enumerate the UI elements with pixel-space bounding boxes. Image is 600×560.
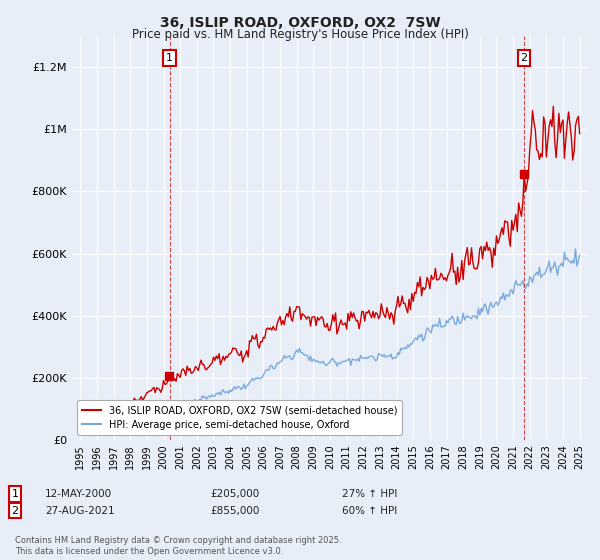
- Text: 60% ↑ HPI: 60% ↑ HPI: [342, 506, 397, 516]
- Text: 2: 2: [11, 506, 19, 516]
- Text: 2: 2: [520, 53, 527, 63]
- Text: 36, ISLIP ROAD, OXFORD, OX2  7SW: 36, ISLIP ROAD, OXFORD, OX2 7SW: [160, 16, 440, 30]
- Text: £855,000: £855,000: [210, 506, 259, 516]
- Text: 1: 1: [11, 489, 19, 499]
- Text: 12-MAY-2000: 12-MAY-2000: [45, 489, 112, 499]
- Text: 27-AUG-2021: 27-AUG-2021: [45, 506, 115, 516]
- Text: 1: 1: [166, 53, 173, 63]
- Text: £205,000: £205,000: [210, 489, 259, 499]
- Text: 27% ↑ HPI: 27% ↑ HPI: [342, 489, 397, 499]
- Text: Contains HM Land Registry data © Crown copyright and database right 2025.
This d: Contains HM Land Registry data © Crown c…: [15, 536, 341, 556]
- Text: Price paid vs. HM Land Registry's House Price Index (HPI): Price paid vs. HM Land Registry's House …: [131, 28, 469, 41]
- Legend: 36, ISLIP ROAD, OXFORD, OX2 7SW (semi-detached house), HPI: Average price, semi-: 36, ISLIP ROAD, OXFORD, OX2 7SW (semi-de…: [77, 400, 403, 435]
